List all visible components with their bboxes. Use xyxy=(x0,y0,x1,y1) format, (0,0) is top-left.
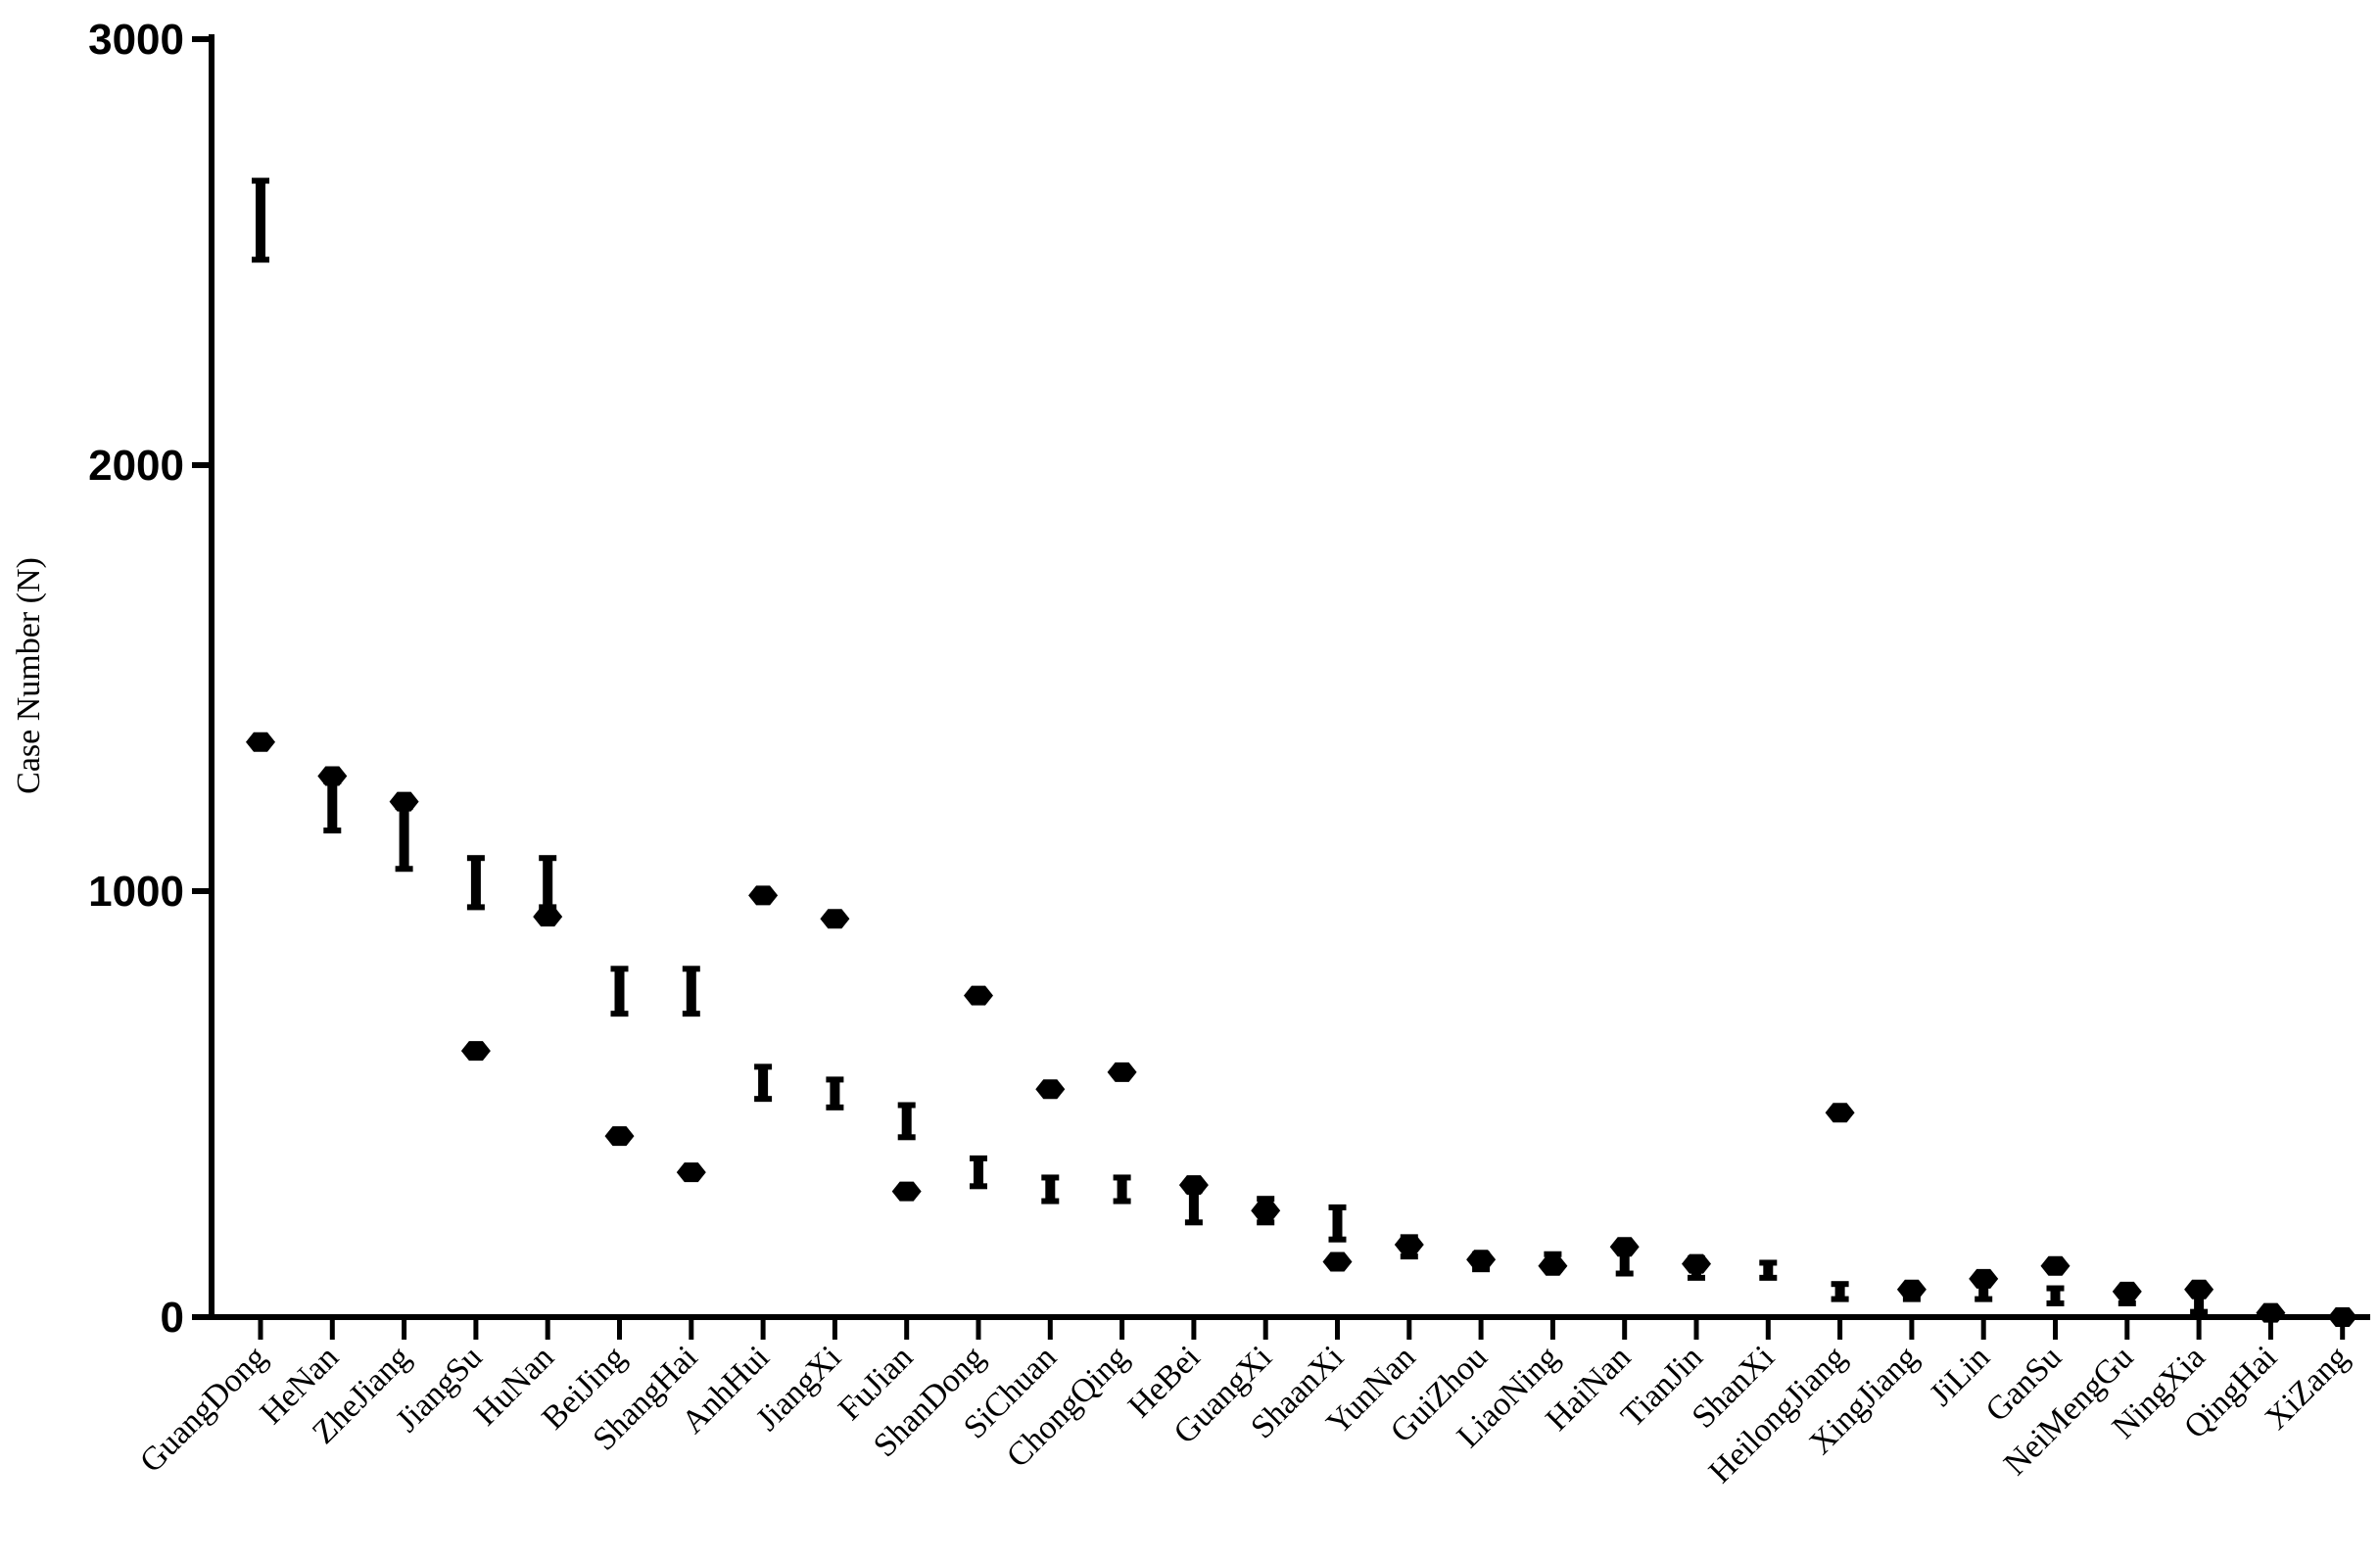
x-axis-ticks: GuangDongHeNanZheJiangJiangSuHuNanBeiJin… xyxy=(133,1317,2356,1490)
y-axis-ticks: 0 1000 2000 3000 xyxy=(88,16,212,1342)
data-point xyxy=(533,907,563,927)
data-point xyxy=(964,985,993,1006)
data-point xyxy=(1466,1250,1497,1270)
interval-mark xyxy=(395,804,413,873)
data-point xyxy=(317,766,348,786)
data-point xyxy=(604,1126,635,1147)
interval-mark xyxy=(466,855,485,911)
interval-mark xyxy=(1041,1174,1060,1205)
interval-mark xyxy=(1759,1259,1778,1281)
interval-mark xyxy=(323,778,342,834)
plot-area xyxy=(246,177,2357,1327)
data-point xyxy=(820,909,850,929)
interval-mark xyxy=(610,966,629,1017)
data-point xyxy=(1825,1103,1855,1123)
data-point xyxy=(748,885,779,906)
interval-mark xyxy=(1113,1174,1131,1205)
y-tick-label: 1000 xyxy=(88,868,184,916)
y-tick-label: 3000 xyxy=(88,16,184,64)
data-point xyxy=(1394,1235,1424,1255)
interval-mark xyxy=(826,1076,844,1110)
interval-mark xyxy=(970,1155,987,1190)
interval-mark xyxy=(897,1102,916,1141)
x-tick-label: GuangDong xyxy=(133,1339,274,1480)
data-point xyxy=(1538,1255,1568,1276)
interval-mark xyxy=(252,177,269,263)
interval-mark xyxy=(1328,1204,1347,1243)
data-point xyxy=(2040,1255,2071,1276)
interval-mark xyxy=(682,966,700,1017)
data-point xyxy=(246,732,275,752)
data-point xyxy=(389,791,419,812)
y-tick-label: 2000 xyxy=(88,442,184,490)
data-point xyxy=(2112,1281,2142,1301)
interval-mark xyxy=(754,1063,773,1103)
data-point xyxy=(676,1162,706,1183)
data-point xyxy=(1178,1175,1209,1196)
data-point xyxy=(1107,1062,1137,1082)
data-point xyxy=(1969,1268,1999,1289)
data-point xyxy=(1322,1252,1353,1272)
data-point xyxy=(891,1181,922,1202)
data-point xyxy=(2184,1279,2214,1299)
interval-mark xyxy=(539,855,557,911)
interval-mark xyxy=(1831,1281,1849,1302)
data-point xyxy=(1682,1253,1711,1274)
data-point xyxy=(1251,1201,1281,1221)
y-tick-label: 0 xyxy=(161,1294,184,1342)
y-axis-label: Case Number (N) xyxy=(11,557,47,794)
interval-mark xyxy=(2046,1285,2065,1306)
data-point xyxy=(1896,1279,1927,1299)
data-point xyxy=(460,1041,491,1062)
data-point xyxy=(1609,1237,1640,1257)
data-point xyxy=(1035,1079,1066,1100)
